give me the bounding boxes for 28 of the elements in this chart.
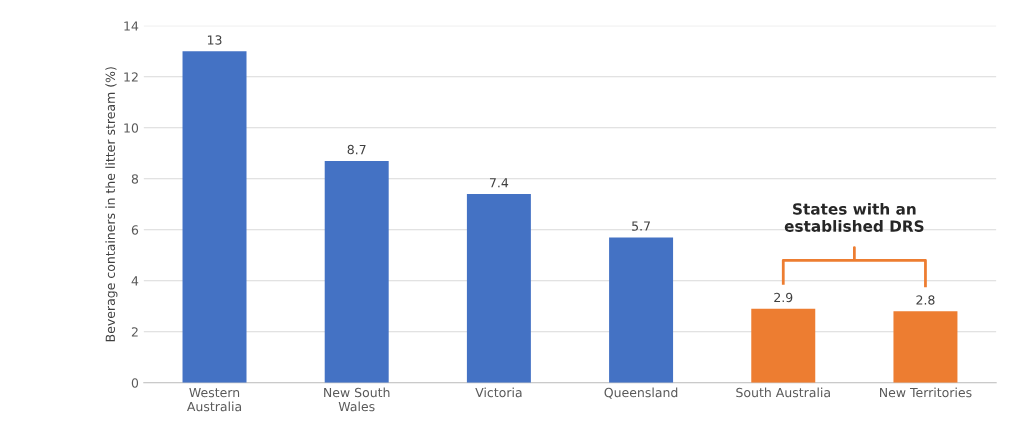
data-label: 13	[207, 35, 222, 45]
bar	[893, 311, 958, 383]
x-tick-label: South Australia	[736, 387, 830, 398]
y-tick-label: 10	[124, 123, 139, 133]
bar	[751, 308, 816, 383]
x-tick-label: Queensland	[604, 387, 678, 399]
x-tick-label: Victoria	[475, 387, 522, 398]
bar	[609, 237, 674, 383]
y-tick-label: 2	[131, 327, 138, 337]
annotation: States with an established DRS	[784, 202, 924, 232]
bar	[466, 194, 531, 383]
y-tick-label: 6	[131, 225, 139, 235]
y-tick-label: 14	[124, 21, 139, 31]
y-tick-label: 0	[131, 378, 139, 388]
y-tick-label: 12	[124, 72, 138, 82]
x-tick-label: New South Wales	[324, 387, 390, 412]
data-label: 2.9	[774, 292, 793, 303]
y-tick-label: 8	[131, 174, 139, 184]
data-label: 8.7	[347, 144, 366, 155]
y-axis-title: Beverage containers in the litter stream (%)	[105, 67, 118, 342]
data-label: 2.8	[916, 295, 935, 305]
data-label: 5.7	[632, 221, 650, 231]
bar	[182, 51, 247, 383]
x-tick-label: Western Australia	[186, 387, 242, 412]
data-label: 7.4	[489, 178, 509, 188]
y-tick-label: 4	[131, 276, 139, 286]
bar	[324, 160, 389, 383]
x-tick-label: New Territories	[880, 387, 972, 398]
